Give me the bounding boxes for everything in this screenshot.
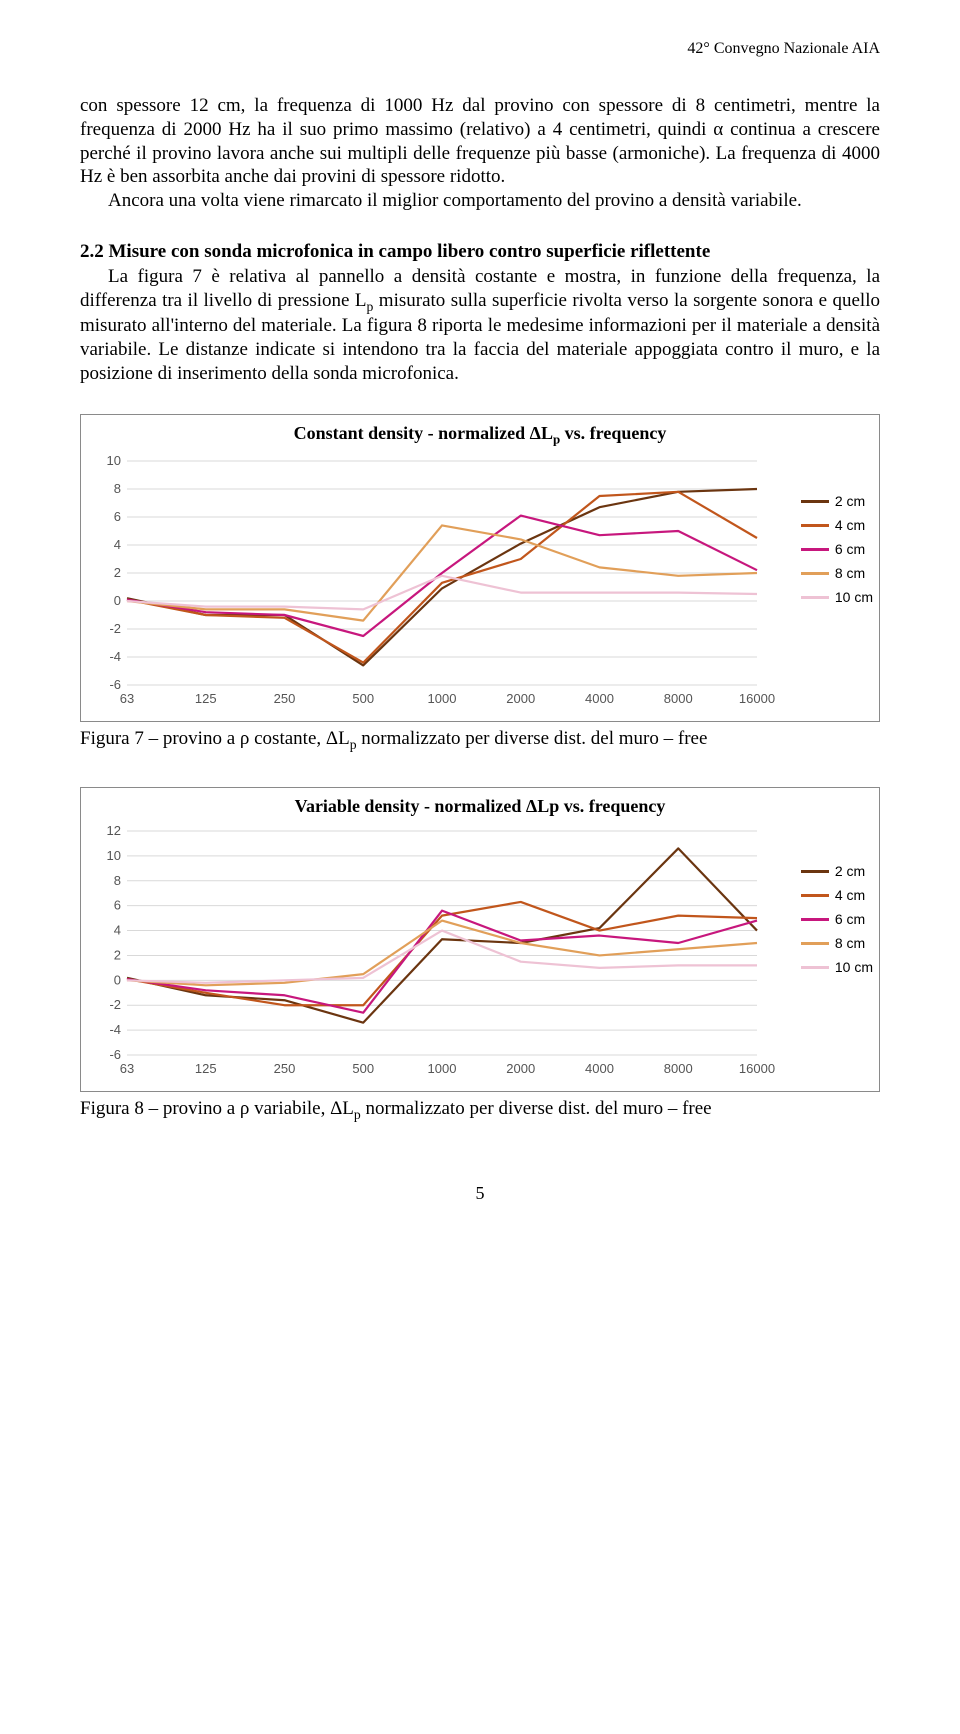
para2-line: La figura 7 è relativa al pannello a den… [80,265,880,386]
legend-label: 4 cm [835,517,865,533]
svg-text:10: 10 [107,453,121,468]
svg-text:8000: 8000 [664,1061,693,1076]
legend-swatch [801,500,829,503]
svg-text:4: 4 [114,923,121,938]
legend-item: 2 cm [801,493,873,509]
legend-swatch [801,942,829,945]
page-number: 5 [80,1183,880,1204]
legend-item: 8 cm [801,935,873,951]
cap7-sub: p [350,737,357,752]
chart8-legend: 2 cm 4 cm 6 cm 8 cm 10 cm [801,863,873,983]
chart7-title: Constant density - normalized ΔLp vs. fr… [87,423,873,448]
running-head: 42° Convegno Nazionale AIA [80,40,880,58]
figure-8-caption: Figura 8 – provino a ρ variabile, ΔLp no… [80,1098,880,1123]
paragraph-2: La figura 7 è relativa al pannello a den… [80,265,880,386]
cap7-a: Figura 7 – provino a ρ costante, ΔL [80,728,350,749]
legend-swatch [801,894,829,897]
svg-text:6: 6 [114,509,121,524]
chart7-legend: 2 cm 4 cm 6 cm 8 cm 10 cm [801,493,873,613]
legend-label: 10 cm [835,589,873,605]
svg-text:-2: -2 [109,621,121,636]
legend-item: 6 cm [801,541,873,557]
legend-label: 8 cm [835,935,865,951]
legend-item: 10 cm [801,589,873,605]
cap7-b: normalizzato per diverse dist. del muro … [357,728,708,749]
legend-label: 10 cm [835,959,873,975]
svg-text:8: 8 [114,873,121,888]
legend-item: 4 cm [801,887,873,903]
svg-text:2000: 2000 [506,691,535,706]
svg-text:0: 0 [114,972,121,987]
legend-swatch [801,548,829,551]
svg-text:250: 250 [274,691,296,706]
legend-label: 2 cm [835,863,865,879]
svg-text:-4: -4 [109,1022,121,1037]
chart7-title-b: vs. frequency [560,423,666,443]
svg-text:4000: 4000 [585,1061,614,1076]
legend-swatch [801,966,829,969]
svg-text:16000: 16000 [739,691,775,706]
figure-8-chart: Variable density - normalized ΔLp vs. fr… [80,787,880,1092]
legend-label: 8 cm [835,565,865,581]
svg-text:4: 4 [114,537,121,552]
svg-text:500: 500 [352,1061,374,1076]
legend-swatch [801,918,829,921]
chart7-svg: -6 -4 -2 0 2 4 6 8 10 63 125 250 500 1000 2000 4000 8000… [87,453,795,713]
legend-swatch [801,524,829,527]
svg-text:-6: -6 [109,677,121,692]
legend-swatch [801,572,829,575]
svg-text:125: 125 [195,691,217,706]
svg-text:250: 250 [274,1061,296,1076]
legend-item: 6 cm [801,911,873,927]
svg-text:-4: -4 [109,649,121,664]
para1-text-b: Ancora una volta viene rimarcato il migl… [80,189,880,213]
svg-text:4000: 4000 [585,691,614,706]
chart7-title-a: Constant density - normalized ΔL [294,423,553,443]
cap8-a: Figura 8 – provino a ρ variabile, ΔL [80,1098,354,1119]
legend-item: 10 cm [801,959,873,975]
figure-7-chart: Constant density - normalized ΔLp vs. fr… [80,414,880,723]
cap8-b: normalizzato per diverse dist. del muro … [361,1098,712,1119]
svg-text:63: 63 [120,1061,134,1076]
svg-text:2: 2 [114,947,121,962]
svg-text:6: 6 [114,898,121,913]
svg-text:500: 500 [352,691,374,706]
svg-text:-2: -2 [109,997,121,1012]
legend-label: 4 cm [835,887,865,903]
svg-text:0: 0 [114,593,121,608]
svg-text:125: 125 [195,1061,217,1076]
svg-text:16000: 16000 [739,1061,775,1076]
legend-label: 6 cm [835,911,865,927]
legend-swatch [801,596,829,599]
svg-text:63: 63 [120,691,134,706]
cap8-sub: p [354,1107,361,1122]
svg-text:2000: 2000 [506,1061,535,1076]
legend-item: 4 cm [801,517,873,533]
svg-text:1000: 1000 [428,691,457,706]
svg-text:10: 10 [107,848,121,863]
paragraph-1: con spessore 12 cm, la frequenza di 1000… [80,94,880,213]
svg-text:-6: -6 [109,1047,121,1062]
svg-text:8: 8 [114,481,121,496]
figure-7-caption: Figura 7 – provino a ρ costante, ΔLp nor… [80,728,880,753]
legend-item: 2 cm [801,863,873,879]
legend-item: 8 cm [801,565,873,581]
section-heading: 2.2 Misure con sonda microfonica in camp… [80,241,880,263]
legend-label: 2 cm [835,493,865,509]
para1-text-a: con spessore 12 cm, la frequenza di 1000… [80,95,880,187]
chart8-svg: -6 -4 -2 0 2 4 6 8 10 12 63 125 250 500 1000 2000 4000 80… [87,823,795,1083]
legend-swatch [801,870,829,873]
svg-text:1000: 1000 [428,1061,457,1076]
svg-text:12: 12 [107,823,121,838]
svg-text:2: 2 [114,565,121,580]
chart8-title: Variable density - normalized ΔLp vs. fr… [87,796,873,817]
svg-text:8000: 8000 [664,691,693,706]
legend-label: 6 cm [835,541,865,557]
